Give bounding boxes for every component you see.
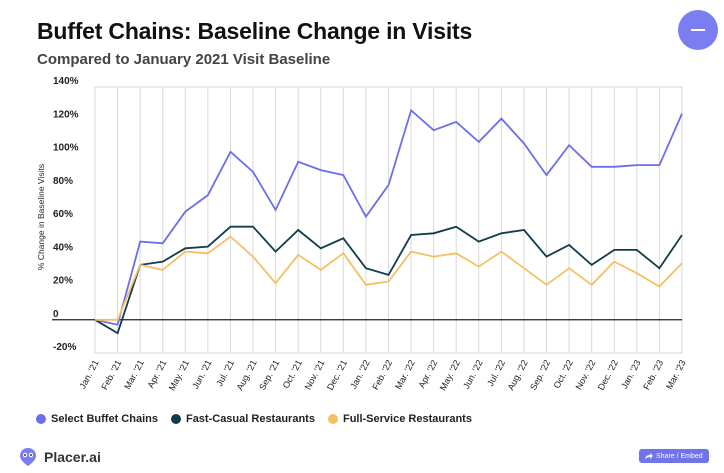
legend-dot-buffet (36, 414, 46, 424)
x-tick-label: Jul. '21 (214, 358, 236, 388)
y-tick-label: 120% (53, 109, 79, 120)
chart-title: Buffet Chains: Baseline Change in Visits (37, 18, 473, 44)
minus-icon (691, 29, 705, 31)
x-tick-label: Nov. '22 (574, 358, 598, 391)
x-tick-label: Apr. '22 (416, 358, 439, 389)
x-tick-label: Jan. '21 (77, 358, 101, 390)
x-tick-label: Oct. '21 (281, 358, 304, 390)
chart-series (94, 108, 683, 335)
x-tick-label: Sep. '21 (257, 358, 281, 392)
legend-label-buffet: Select Buffet Chains (51, 413, 158, 425)
series-line-select-buffet-chains[interactable] (94, 108, 683, 326)
x-tick-label: Oct. '22 (552, 358, 575, 390)
x-tick-label: Feb. '23 (641, 358, 665, 391)
x-tick-label: Dec. '21 (325, 358, 349, 392)
legend-item-full-service[interactable]: Full-Service Restaurants (327, 413, 472, 425)
placer-logo-text: Placer.ai (44, 449, 101, 465)
y-tick-label: 80% (53, 176, 73, 187)
y-axis-label: % Change in Baseline Visits (36, 164, 46, 270)
y-tick-label: -20% (53, 342, 76, 353)
y-tick-label: 40% (53, 242, 73, 253)
x-tick-label: Jun. '21 (190, 358, 214, 390)
x-tick-label: Feb. '21 (99, 358, 123, 391)
chart-legend: Select Buffet Chains Fast-Casual Restaur… (36, 413, 485, 425)
x-tick-label: Feb. '22 (370, 358, 394, 391)
legend-dot-fast-casual (170, 414, 181, 424)
x-tick-label: May. '22 (438, 358, 462, 392)
y-tick-label: 140% (53, 76, 79, 87)
share-embed-button[interactable]: Share / Embed (639, 449, 709, 463)
placer-logo[interactable]: Placer.ai (18, 447, 101, 467)
legend-item-buffet[interactable]: Select Buffet Chains (36, 413, 158, 425)
collapse-button[interactable] (678, 10, 718, 50)
chart-subtitle: Compared to January 2021 Visit Baseline (37, 51, 331, 68)
y-tick-label: 100% (53, 143, 79, 154)
y-tick-label: 60% (53, 209, 73, 220)
legend-dot-full-service (327, 414, 338, 424)
x-tick-label: Jan. '23 (619, 358, 643, 390)
x-tick-label: May. '21 (167, 358, 191, 392)
x-tick-label: Aug. '21 (235, 358, 259, 392)
x-tick-label: Jul. '22 (485, 358, 507, 388)
legend-item-fast-casual[interactable]: Fast-Casual Restaurants (170, 413, 315, 425)
x-tick-label: Aug. '22 (506, 358, 530, 392)
series-line-fast-casual-restaurants[interactable] (94, 225, 683, 335)
series-line-full-service-restaurants[interactable] (95, 235, 683, 321)
y-tick-label: 0 (53, 309, 59, 320)
x-tick-label: Jun. '22 (461, 358, 485, 390)
y-tick-label: 20% (53, 276, 73, 287)
legend-label-fast-casual: Fast-Casual Restaurants (185, 413, 315, 425)
x-tick-label: Mar. '23 (664, 358, 688, 391)
share-embed-label: Share / Embed (656, 452, 703, 460)
x-tick-label: Mar. '21 (122, 358, 146, 391)
x-tick-label: Nov. '21 (303, 358, 327, 391)
chart-grid (94, 86, 683, 354)
legend-label-full-service: Full-Service Restaurants (342, 413, 472, 425)
x-tick-label: Apr. '21 (145, 358, 168, 389)
placer-logo-icon (20, 448, 36, 466)
x-tick-label: Dec. '22 (596, 358, 620, 392)
x-tick-label: Jan. '22 (348, 358, 372, 390)
x-tick-label: Sep. '22 (528, 358, 552, 392)
share-icon (645, 452, 653, 459)
x-tick-label: Mar. '22 (393, 358, 417, 391)
